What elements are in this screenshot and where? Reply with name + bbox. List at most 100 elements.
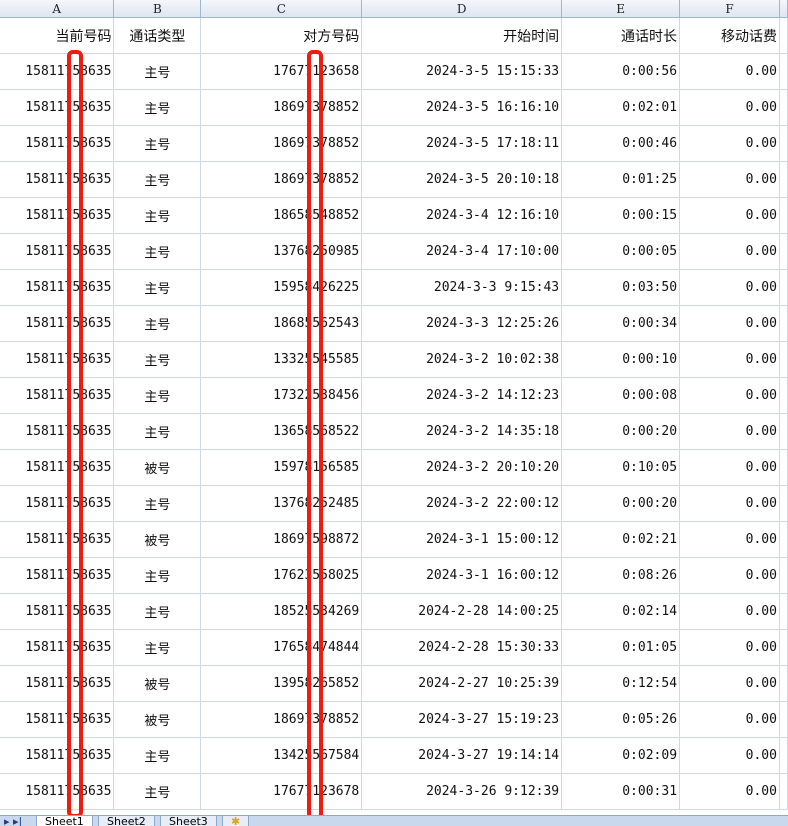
cell-current-number[interactable]: 15811758635 [0, 161, 115, 198]
cell-current-number[interactable]: 15811758635 [0, 629, 115, 666]
cell-other-number[interactable]: 17658474844 [200, 629, 363, 666]
cell-other-number[interactable]: 18525534269 [200, 593, 363, 630]
cell-empty[interactable] [779, 665, 788, 702]
cell-current-number[interactable]: 15811758635 [0, 521, 115, 558]
tab-sheet1[interactable]: Sheet1 [36, 816, 93, 826]
cell-fee[interactable]: 0.00 [679, 53, 780, 90]
cell-start-time[interactable]: 2024-3-26 9:12:39 [361, 773, 563, 810]
cell-empty[interactable] [779, 449, 788, 486]
cell-start-time[interactable]: 2024-3-2 14:12:23 [361, 377, 563, 414]
cell-fee[interactable]: 0.00 [679, 413, 780, 450]
cell-fee[interactable]: 0.00 [679, 593, 780, 630]
cell-empty[interactable] [779, 629, 788, 666]
cell-fee[interactable]: 0.00 [679, 449, 780, 486]
cell-other-number[interactable]: 15978156585 [200, 449, 363, 486]
cell-fee[interactable]: 0.00 [679, 125, 780, 162]
cell-call-type[interactable]: 主号 [113, 161, 202, 198]
cell-duration[interactable]: 0:05:26 [561, 701, 681, 738]
cell-empty[interactable] [779, 269, 788, 306]
cell-other-number[interactable]: 17677123678 [200, 773, 363, 810]
cell-start-time[interactable]: 2024-2-28 14:00:25 [361, 593, 563, 630]
cell-fee[interactable]: 0.00 [679, 269, 780, 306]
cell-fee[interactable]: 0.00 [679, 485, 780, 522]
cell-call-type[interactable]: 被号 [113, 665, 202, 702]
cell-current-number[interactable]: 15811758635 [0, 377, 115, 414]
cell-start-time[interactable]: 2024-3-2 20:10:20 [361, 449, 563, 486]
cell-call-type[interactable]: 主号 [113, 53, 202, 90]
cell-fee[interactable]: 0.00 [679, 521, 780, 558]
cell-current-number[interactable]: 15811758635 [0, 593, 115, 630]
cell-duration[interactable]: 0:00:56 [561, 53, 681, 90]
cell-other-number[interactable]: 17677123658 [200, 53, 363, 90]
cell-current-number[interactable]: 15811758635 [0, 449, 115, 486]
cell-other-number[interactable]: 13325545585 [200, 341, 363, 378]
cell-call-type[interactable]: 主号 [113, 485, 202, 522]
cell-fee[interactable]: 0.00 [679, 701, 780, 738]
cell-current-number[interactable]: 15811758635 [0, 773, 115, 810]
cell-current-number[interactable]: 15811758635 [0, 557, 115, 594]
cell-call-type[interactable]: 主号 [113, 89, 202, 126]
column-header-e[interactable]: E [561, 0, 681, 18]
cell-duration[interactable]: 0:00:34 [561, 305, 681, 342]
cell-empty[interactable] [779, 89, 788, 126]
cell-fee[interactable]: 0.00 [679, 341, 780, 378]
cell-call-type[interactable]: 主号 [113, 269, 202, 306]
cell-duration[interactable]: 0:00:08 [561, 377, 681, 414]
cell-fee[interactable]: 0.00 [679, 773, 780, 810]
cell-other-number[interactable]: 18697378852 [200, 125, 363, 162]
cell-fee[interactable]: 0.00 [679, 233, 780, 270]
cell-start-time[interactable]: 2024-2-27 10:25:39 [361, 665, 563, 702]
cell-duration[interactable]: 0:01:25 [561, 161, 681, 198]
cell-other-number[interactable]: 18697598872 [200, 521, 363, 558]
column-header-g[interactable] [779, 0, 788, 18]
cell-call-type[interactable]: 主号 [113, 629, 202, 666]
cell-empty[interactable] [779, 485, 788, 522]
cell-empty[interactable] [779, 737, 788, 774]
cell-current-number[interactable]: 15811758635 [0, 89, 115, 126]
cell-duration[interactable]: 0:02:21 [561, 521, 681, 558]
cell-other-number[interactable]: 18658548852 [200, 197, 363, 234]
cell-empty[interactable] [779, 701, 788, 738]
cell-start-time[interactable]: 2024-3-2 10:02:38 [361, 341, 563, 378]
cell-other-number[interactable]: 18697378852 [200, 89, 363, 126]
cell-other-number[interactable]: 13768252485 [200, 485, 363, 522]
cell-start-time[interactable]: 2024-3-4 12:16:10 [361, 197, 563, 234]
cell-duration[interactable]: 0:08:26 [561, 557, 681, 594]
cell-start-time[interactable]: 2024-3-1 15:00:12 [361, 521, 563, 558]
cell-fee[interactable]: 0.00 [679, 305, 780, 342]
cell-start-time[interactable]: 2024-3-27 19:14:14 [361, 737, 563, 774]
cell-duration[interactable]: 0:00:46 [561, 125, 681, 162]
cell-duration[interactable]: 0:10:05 [561, 449, 681, 486]
cell-empty[interactable] [779, 773, 788, 810]
cell-call-type[interactable]: 主号 [113, 305, 202, 342]
cell-start-time[interactable]: 2024-3-5 20:10:18 [361, 161, 563, 198]
cell-start-time[interactable]: 2024-2-28 15:30:33 [361, 629, 563, 666]
cell-other-number[interactable]: 18697378852 [200, 161, 363, 198]
cell-empty[interactable] [779, 53, 788, 90]
header-duration[interactable]: 通话时长 [561, 17, 681, 54]
column-header-f[interactable]: F [679, 0, 780, 18]
cell-other-number[interactable]: 15958426225 [200, 269, 363, 306]
cell-fee[interactable]: 0.00 [679, 377, 780, 414]
cell-other-number[interactable]: 18697378852 [200, 701, 363, 738]
cell-duration[interactable]: 0:12:54 [561, 665, 681, 702]
cell-call-type[interactable]: 主号 [113, 737, 202, 774]
cell-call-type[interactable]: 主号 [113, 413, 202, 450]
cell-current-number[interactable]: 15811758635 [0, 737, 115, 774]
cell-duration[interactable]: 0:02:09 [561, 737, 681, 774]
cell-empty[interactable] [779, 377, 788, 414]
cell-fee[interactable]: 0.00 [679, 197, 780, 234]
cell-other-number[interactable]: 13658568522 [200, 413, 363, 450]
column-header-d[interactable]: D [361, 0, 563, 18]
cell-call-type[interactable]: 被号 [113, 521, 202, 558]
cell-duration[interactable]: 0:00:05 [561, 233, 681, 270]
cell-current-number[interactable]: 15811758635 [0, 413, 115, 450]
cell-call-type[interactable]: 主号 [113, 557, 202, 594]
cell-start-time[interactable]: 2024-3-3 9:15:43 [361, 269, 563, 306]
cell-current-number[interactable]: 15811758635 [0, 269, 115, 306]
cell-call-type[interactable]: 主号 [113, 233, 202, 270]
cell-start-time[interactable]: 2024-3-2 14:35:18 [361, 413, 563, 450]
cell-call-type[interactable]: 主号 [113, 341, 202, 378]
cell-empty[interactable] [779, 413, 788, 450]
cell-start-time[interactable]: 2024-3-5 16:16:10 [361, 89, 563, 126]
